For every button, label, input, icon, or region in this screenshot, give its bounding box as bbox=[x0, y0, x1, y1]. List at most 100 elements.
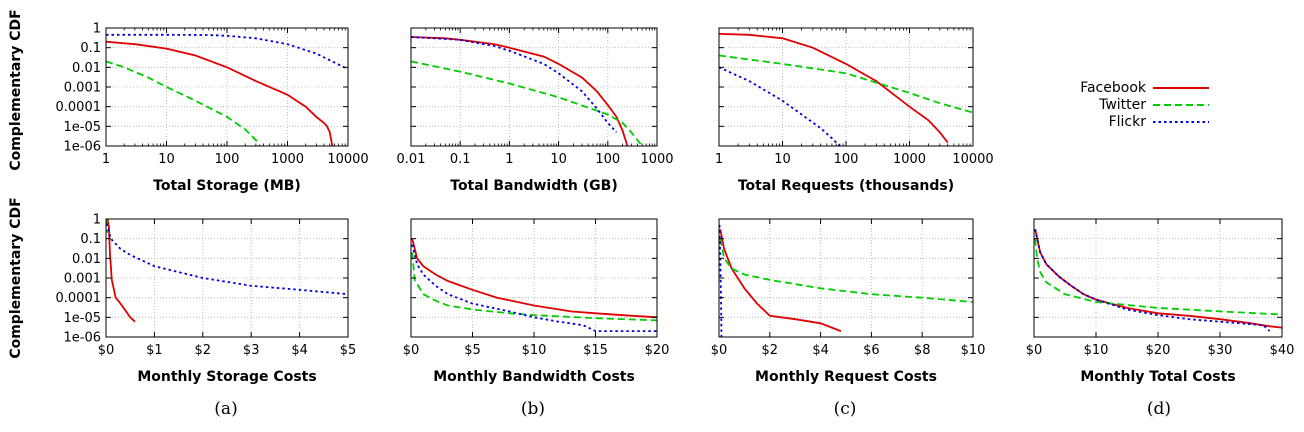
panel-total-storage-mb: 1 10 100 1000 10000 1e-06 1e-05 0.0001 0.001 0.01… bbox=[56, 22, 369, 195]
x-axis-label: Total Requests (thousands) bbox=[738, 178, 954, 194]
sublabel-d: (d) bbox=[1147, 399, 1171, 419]
x-tick-label: $0 bbox=[98, 343, 115, 358]
x-tick-label: 1000 bbox=[893, 152, 926, 167]
series-line-flickr bbox=[411, 244, 657, 333]
x-tick-label: $1 bbox=[146, 343, 163, 358]
x-axis-label: Monthly Request Costs bbox=[755, 369, 937, 385]
x-tick-label: 100 bbox=[595, 152, 620, 167]
series-line-flickr bbox=[719, 66, 841, 146]
y-tick-label: 0.01 bbox=[72, 252, 101, 267]
x-tick-label: $10 bbox=[1084, 343, 1109, 358]
y-tick-label: 1 bbox=[93, 22, 101, 37]
x-axis-label: Monthly Bandwidth Costs bbox=[433, 369, 635, 385]
y-tick-label: 1e-06 bbox=[63, 331, 101, 346]
legend-label-twitter: Twitter bbox=[1098, 97, 1146, 113]
y-tick-label: 0.001 bbox=[64, 272, 101, 287]
x-tick-label: $0 bbox=[711, 343, 728, 358]
x-tick-label: $6 bbox=[863, 343, 880, 358]
x-tick-label: 1 bbox=[715, 152, 723, 167]
legend-label-flickr: Flickr bbox=[1109, 114, 1147, 130]
x-tick-label: $15 bbox=[583, 343, 608, 358]
x-axis-label: Total Bandwidth (GB) bbox=[450, 178, 617, 194]
sublabel-a: (a) bbox=[214, 399, 237, 419]
series-line-facebook bbox=[1034, 229, 1282, 329]
x-tick-label: $2 bbox=[762, 343, 779, 358]
x-axis-label: Total Storage (MB) bbox=[153, 178, 301, 194]
x-tick-label: 10000 bbox=[327, 152, 368, 167]
panel-monthly-request-costs: $0 $2 $4 $6 $8 $10 Monthly Request Costs bbox=[711, 218, 986, 385]
grid bbox=[411, 219, 657, 337]
series-line-facebook bbox=[719, 229, 842, 332]
x-tick-label: 10000 bbox=[952, 152, 993, 167]
y-tick-label: 0.1 bbox=[80, 232, 101, 247]
x-tick-label: $30 bbox=[1208, 343, 1233, 358]
x-tick-label: 100 bbox=[834, 152, 859, 167]
grid bbox=[1034, 219, 1282, 337]
x-tick-label: $8 bbox=[914, 343, 931, 358]
x-tick-label: 1 bbox=[102, 152, 110, 167]
x-tick-label: $10 bbox=[961, 343, 986, 358]
series-line-flickr bbox=[106, 223, 348, 296]
y-tick-label: 0.1 bbox=[80, 41, 101, 56]
series-line-facebook bbox=[411, 238, 657, 319]
panel-monthly-storage-costs: $0 $1 $2 $3 $4 $5 1e-06 1e-05 0.0001 0.001 0.01 0.1… bbox=[56, 213, 357, 386]
x-tick-label: 0.1 bbox=[450, 152, 471, 167]
legend: Facebook Twitter Flickr bbox=[1080, 80, 1209, 130]
x-tick-label: $20 bbox=[1146, 343, 1171, 358]
series-line-flickr bbox=[411, 36, 618, 133]
x-axis-label: Monthly Storage Costs bbox=[137, 369, 316, 385]
grid bbox=[411, 28, 657, 146]
x-tick-label: 1 bbox=[505, 152, 513, 167]
series-line-flickr bbox=[719, 224, 723, 337]
panel-total-bandwidth-gb: 0.01 0.1 1 10 100 1000 Total Bandwidth (GB) bbox=[397, 27, 674, 194]
y-tick-label: 0.001 bbox=[64, 81, 101, 96]
x-tick-label: $2 bbox=[195, 343, 212, 358]
series-line-flickr bbox=[106, 33, 348, 71]
series-line-facebook bbox=[411, 36, 629, 146]
y-axis-label-bottom: Complementary CDF bbox=[8, 197, 24, 358]
series-line-twitter bbox=[411, 252, 657, 322]
grid bbox=[719, 219, 973, 337]
x-tick-label: 1000 bbox=[640, 152, 673, 167]
series-line-facebook bbox=[106, 219, 136, 323]
chart-panels: 1 10 100 1000 10000 1e-06 1e-05 0.0001 0.001 0.01… bbox=[56, 22, 1295, 386]
y-tick-label: 1e-06 bbox=[63, 140, 101, 155]
y-tick-label: 0.0001 bbox=[56, 291, 102, 306]
series-line-facebook bbox=[106, 40, 334, 146]
x-tick-label: 10 bbox=[774, 152, 791, 167]
x-axis-label: Monthly Total Costs bbox=[1080, 369, 1235, 385]
panel-total-requests-thousands: 1 10 100 1000 10000 Total Requests (thousands… bbox=[715, 27, 994, 194]
sublabel-c: (c) bbox=[834, 399, 857, 419]
series-line-twitter bbox=[719, 54, 973, 114]
series-line-flickr bbox=[1034, 229, 1271, 332]
series-line-twitter bbox=[411, 60, 643, 146]
y-tick-label: 1 bbox=[93, 213, 101, 228]
series-line-twitter bbox=[1034, 238, 1282, 316]
x-tick-label: 10 bbox=[550, 152, 567, 167]
y-axis-label-top: Complementary CDF bbox=[8, 9, 24, 170]
x-tick-label: $0 bbox=[403, 343, 420, 358]
x-tick-label: $4 bbox=[291, 343, 308, 358]
x-tick-label: 1000 bbox=[271, 152, 304, 167]
x-tick-label: $3 bbox=[243, 343, 260, 358]
x-tick-label: $0 bbox=[1026, 343, 1043, 358]
x-tick-label: 0.01 bbox=[397, 152, 426, 167]
x-tick-label: $40 bbox=[1270, 343, 1295, 358]
series-line-twitter bbox=[719, 238, 973, 303]
series-line-twitter bbox=[106, 60, 261, 146]
y-tick-label: 1e-05 bbox=[63, 120, 101, 135]
y-tick-label: 0.01 bbox=[72, 61, 101, 76]
legend-label-facebook: Facebook bbox=[1080, 80, 1147, 96]
sublabel-b: (b) bbox=[521, 399, 545, 419]
x-tick-label: $5 bbox=[340, 343, 357, 358]
x-tick-label: 10 bbox=[158, 152, 175, 167]
x-tick-label: $4 bbox=[812, 343, 829, 358]
x-tick-label: $20 bbox=[645, 343, 670, 358]
panel-monthly-bandwidth-costs: $0 $5 $10 $15 $20 Monthly Bandwidth Costs bbox=[403, 218, 670, 385]
x-tick-label: $5 bbox=[464, 343, 481, 358]
grid bbox=[719, 28, 973, 146]
x-tick-label: 100 bbox=[215, 152, 240, 167]
x-tick-label: $10 bbox=[522, 343, 547, 358]
panel-monthly-total-costs: $0 $10 $20 $30 $40 Monthly Total Costs bbox=[1026, 218, 1295, 385]
